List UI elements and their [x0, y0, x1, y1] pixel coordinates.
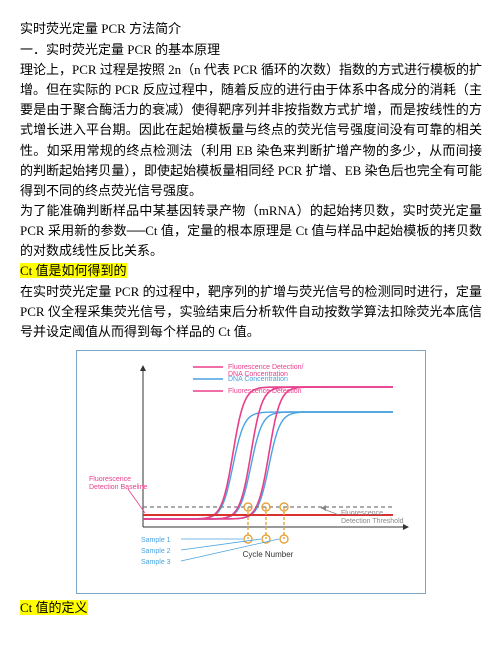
highlight-ct-def: Ct 值的定义: [20, 600, 88, 615]
highlight-ct-head: Ct 值是如何得到的: [20, 263, 127, 278]
svg-text:Detection Baseline: Detection Baseline: [89, 484, 147, 491]
chart-border: Fluorescence Detection/DNA Concentration…: [76, 350, 426, 594]
svg-text:Sample 2: Sample 2: [141, 548, 171, 555]
document-page: 实时荧光定量 PCR 方法简介 一．实时荧光定量 PCR 的基本原理 理论上，P…: [0, 0, 502, 638]
svg-text:Sample 1: Sample 1: [141, 537, 171, 544]
svg-text:DNA Concentration: DNA Concentration: [228, 376, 288, 383]
svg-text:Fluorescence: Fluorescence: [89, 476, 131, 483]
svg-text:Detection Threshold: Detection Threshold: [341, 518, 404, 525]
paragraph-1: 理论上，PCR 过程是按照 2n（n 代表 PCR 循环的次数）指数的方式进行模…: [20, 60, 482, 201]
svg-text:Cycle Number: Cycle Number: [243, 550, 294, 559]
paragraph-3: 在实时荧光定量 PCR 的过程中，靶序列的扩增与荧光信号的检测同时进行，定量PC…: [20, 282, 482, 342]
section-heading: 一．实时荧光定量 PCR 的基本原理: [20, 39, 482, 58]
chart-container: Fluorescence Detection/DNA Concentration…: [76, 350, 426, 594]
pcr-amplification-chart: Fluorescence Detection/DNA Concentration…: [83, 357, 419, 587]
paragraph-2: 为了能准确判断样品中某基因转录产物（mRNA）的起始拷贝数，实时荧光定量PCR …: [20, 201, 482, 261]
doc-title: 实时荧光定量 PCR 方法简介: [20, 18, 482, 37]
caption-after: Ct 值的定义: [20, 598, 482, 618]
svg-text:Fluorescence: Fluorescence: [341, 510, 383, 517]
svg-text:Fluorescence Detection/: Fluorescence Detection/: [228, 364, 304, 371]
paragraph-3-head: Ct 值是如何得到的: [20, 261, 482, 281]
svg-text:Sample 3: Sample 3: [141, 559, 171, 566]
